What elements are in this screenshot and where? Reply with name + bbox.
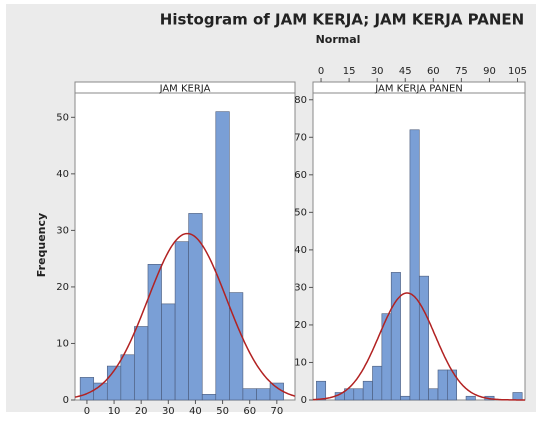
bar [147,264,162,401]
x-tick-label: 30 [162,406,175,417]
bar [229,292,244,401]
y-tick-label: 80 [294,95,307,106]
bar [120,354,135,401]
bar [188,213,203,401]
bar [409,129,420,401]
bar [390,272,401,401]
bar [215,111,230,401]
bar [201,394,217,401]
y-tick-label: 10 [56,338,69,349]
x-tick-label: 30 [371,66,384,77]
fit-curve [313,292,525,401]
panel-title: JAM KERJA PANEN [374,84,463,95]
x-tick-label: 0 [318,66,324,77]
bar [134,326,149,401]
x-tick-label: 60 [427,66,440,77]
y-tick-label: 40 [56,169,69,180]
fit-curve [74,232,296,398]
y-tick-label: 60 [294,170,307,181]
y-tick-label: 30 [56,225,69,236]
y-tick-label: 40 [294,245,307,256]
bar [242,388,257,401]
panel-header [74,81,296,94]
bar [362,380,373,401]
x-tick-label: 60 [243,406,256,417]
x-tick-label: 40 [189,406,202,417]
panel-header [312,81,526,94]
bar [512,392,523,401]
bar [400,395,411,401]
x-tick-label: 105 [508,66,527,77]
bar [174,241,189,401]
chart-subtitle: Normal [316,33,361,46]
bar [316,380,327,401]
bar [79,377,95,401]
bar [372,365,383,401]
y-tick-label: 70 [294,132,307,143]
bar [161,303,176,401]
bar [353,388,364,401]
x-tick-label: 15 [343,66,356,77]
y-tick-label: 20 [56,282,69,293]
x-tick-label: 75 [455,66,468,77]
y-tick-label: 10 [294,357,307,368]
x-tick-label: 0 [84,406,90,417]
x-tick-label: 70 [270,406,283,417]
y-tick-label: 30 [294,282,307,293]
y-tick-label: 50 [56,112,69,123]
chart-title: Histogram of JAM KERJA; JAM KERJA PANEN [160,11,524,29]
y-tick-label: 20 [294,320,307,331]
x-tick-label: 45 [399,66,412,77]
x-tick-label: 20 [135,406,148,417]
bar [465,395,476,401]
panel-title: JAM KERJA [159,84,211,95]
y-tick-label: 50 [294,207,307,218]
bar [428,388,439,401]
bar [269,382,284,401]
bar [447,369,458,401]
bar [437,369,448,401]
y-tick-label: 0 [63,395,69,406]
y-axis-label: Frequency [35,213,48,277]
y-tick-label: 0 [301,395,307,406]
bar [256,388,271,401]
x-tick-label: 50 [216,406,229,417]
x-tick-label: 90 [483,66,496,77]
bar [418,275,429,401]
x-tick-label: 10 [108,406,121,417]
